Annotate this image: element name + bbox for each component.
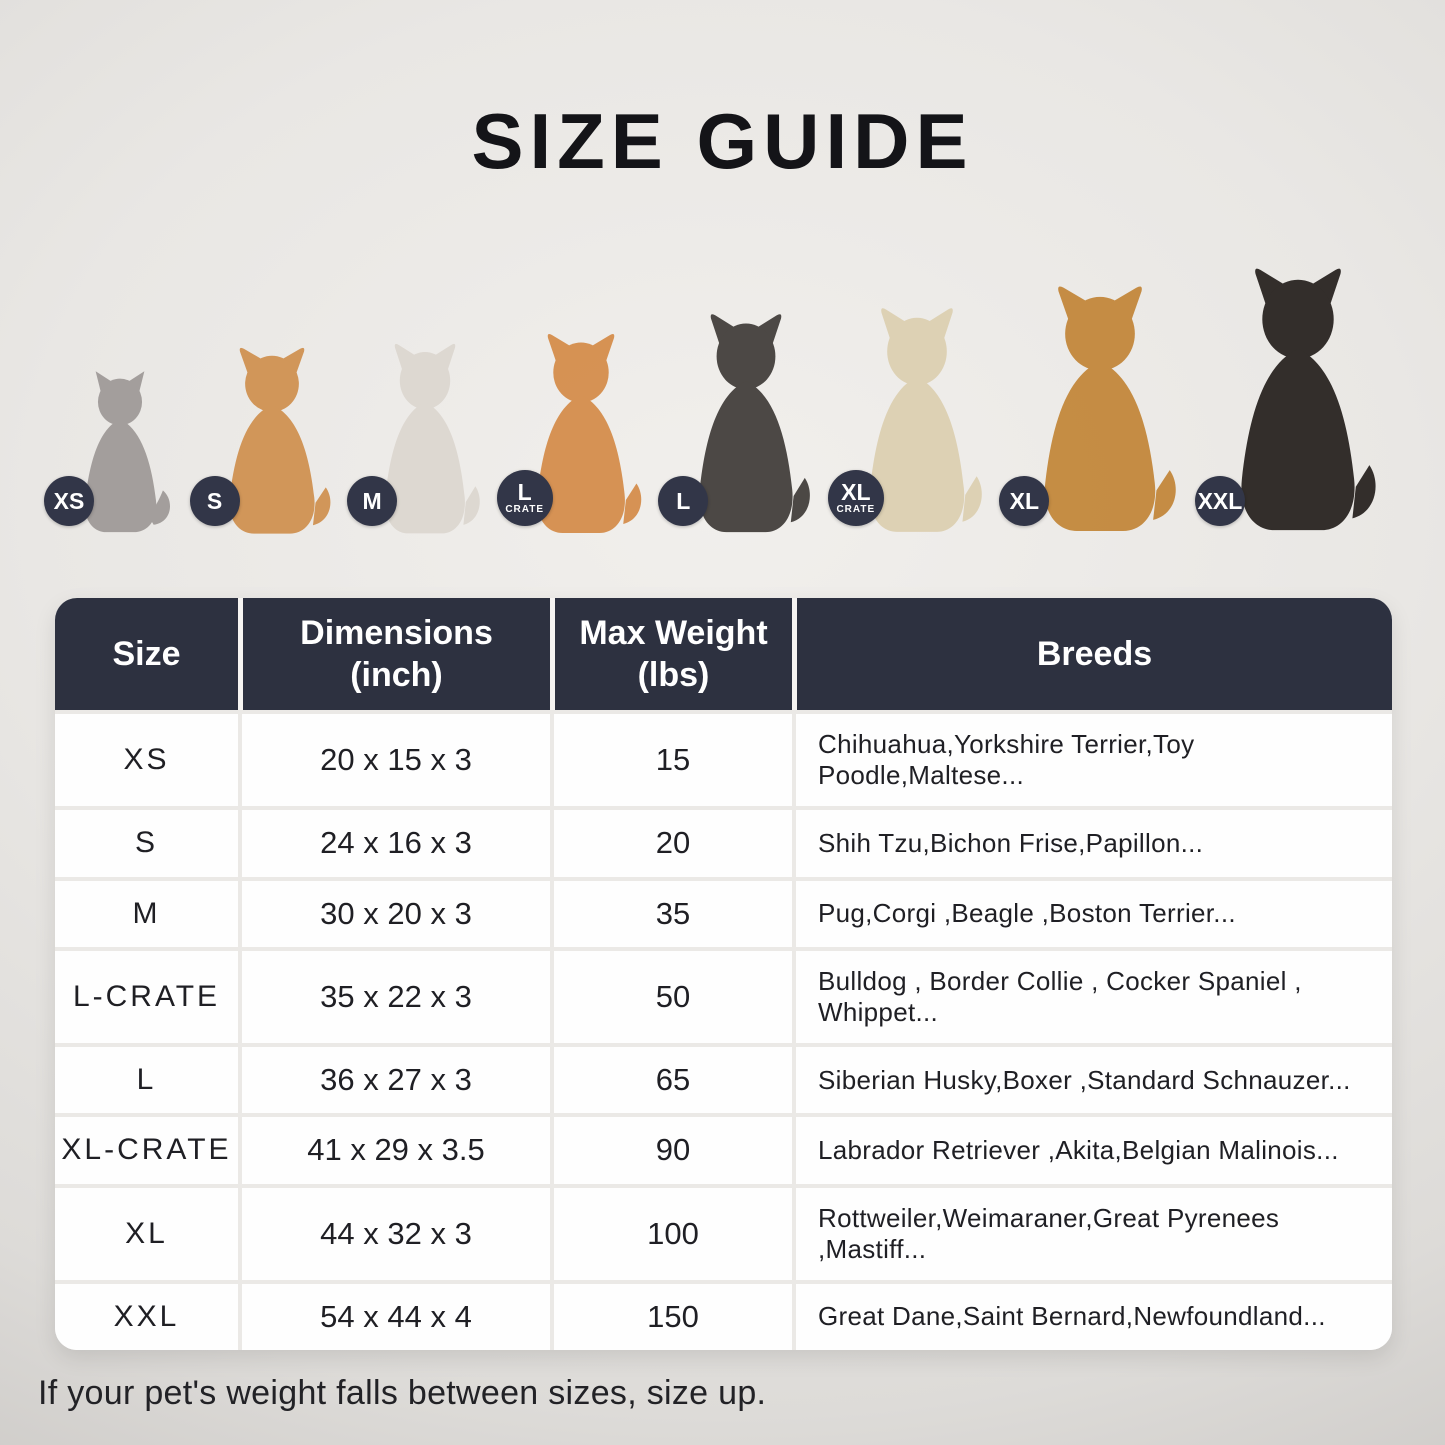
animal-golden-retriever: XL bbox=[999, 284, 1183, 542]
cell-wt: 20 bbox=[550, 810, 792, 877]
size-badge-l-crate: L CRATE bbox=[496, 470, 553, 526]
cell-breeds: Shih Tzu,Bichon Frise,Papillon... bbox=[792, 810, 1392, 877]
table-row: XS 20 x 15 x 3 15 Chihuahua,Yorkshire Terri… bbox=[55, 710, 1392, 807]
header-size: Size bbox=[55, 598, 238, 710]
cell-breeds: Chihuahua,Yorkshire Terrier,Toy Poodle,M… bbox=[792, 714, 1392, 807]
header-max-weight: Max Weight (lbs) bbox=[550, 598, 792, 710]
table-row: XL-CRATE 41 x 29 x 3.5 90 Labrador Retrieve… bbox=[55, 1113, 1392, 1184]
size-badge-l: L bbox=[658, 476, 709, 526]
cell-size: L bbox=[55, 1047, 238, 1114]
size-badge-xxl: XXL bbox=[1194, 476, 1245, 526]
cell-dims: 41 x 29 x 3.5 bbox=[238, 1117, 550, 1184]
cell-size: S bbox=[55, 810, 238, 877]
size-badge-xs: XS bbox=[44, 476, 94, 526]
cell-breeds: Siberian Husky,Boxer ,Standard Schnauzer… bbox=[792, 1047, 1392, 1114]
page-title: SIZE GUIDE bbox=[471, 97, 974, 185]
animal-labrador: XL CRATE bbox=[827, 306, 988, 542]
size-badge-m: M bbox=[347, 476, 398, 526]
size-badge-xl: XL bbox=[999, 476, 1050, 526]
size-badge-xl-crate: XL CRATE bbox=[827, 470, 884, 526]
table-header: Size Dimensions (inch) Max Weight (lbs) Br… bbox=[55, 598, 1392, 710]
cell-dims: 30 x 20 x 3 bbox=[238, 880, 550, 947]
size-table: Size Dimensions (inch) Max Weight (lbs) Br… bbox=[55, 598, 1392, 1350]
animal-doberman: XXL bbox=[1194, 266, 1383, 542]
table-row: S 24 x 16 x 3 20 Shih Tzu,Bichon Frise,Papi… bbox=[55, 806, 1392, 877]
cell-wt: 15 bbox=[550, 714, 792, 807]
animal-shiba-inu: L CRATE bbox=[496, 332, 647, 542]
header-dimensions: Dimensions (inch) bbox=[238, 598, 550, 710]
cell-wt: 35 bbox=[550, 880, 792, 947]
cell-wt: 90 bbox=[550, 1117, 792, 1184]
table-body: XS 20 x 15 x 3 15 Chihuahua,Yorkshire Terri… bbox=[55, 710, 1392, 1350]
cell-size: M bbox=[55, 880, 238, 947]
cell-dims: 35 x 22 x 3 bbox=[238, 950, 550, 1043]
table-row: XL 44 x 32 x 3 100 Rottweiler,Weimaraner,Gr… bbox=[55, 1183, 1392, 1280]
cell-breeds: Labrador Retriever ,Akita,Belgian Malino… bbox=[792, 1117, 1392, 1184]
cell-wt: 65 bbox=[550, 1047, 792, 1114]
cell-wt: 100 bbox=[550, 1187, 792, 1280]
cell-dims: 20 x 15 x 3 bbox=[238, 714, 550, 807]
table-row: M 30 x 20 x 3 35 Pug,Corgi ,Beagle ,Boston … bbox=[55, 876, 1392, 947]
animal-cat: XS bbox=[44, 370, 178, 542]
sizing-note: If your pet's weight falls between sizes… bbox=[38, 1374, 767, 1412]
cell-dims: 24 x 16 x 3 bbox=[238, 810, 550, 877]
cell-dims: 36 x 27 x 3 bbox=[238, 1047, 550, 1114]
table-row: XXL 54 x 44 x 4 150 Great Dane,Saint Bernar… bbox=[55, 1279, 1392, 1350]
cell-dims: 44 x 32 x 3 bbox=[238, 1187, 550, 1280]
cell-breeds: Great Dane,Saint Bernard,Newfoundland... bbox=[792, 1283, 1392, 1350]
cell-size: XL-CRATE bbox=[55, 1117, 238, 1184]
cell-breeds: Bulldog , Border Collie , Cocker Spaniel… bbox=[792, 950, 1392, 1043]
animal-border-collie: L bbox=[658, 312, 816, 542]
cell-dims: 54 x 44 x 4 bbox=[238, 1283, 550, 1350]
cell-size: XS bbox=[55, 714, 238, 807]
animals-row: XS S M L CRATE L XL CRATE XL XXL bbox=[44, 250, 1383, 542]
table-row: L-CRATE 35 x 22 x 3 50 Bulldog , Border Col… bbox=[55, 946, 1392, 1043]
cell-breeds: Pug,Corgi ,Beagle ,Boston Terrier... bbox=[792, 880, 1392, 947]
cell-size: L-CRATE bbox=[55, 950, 238, 1043]
cell-wt: 50 bbox=[550, 950, 792, 1043]
table-row: L 36 x 27 x 3 65 Siberian Husky,Boxer ,Stan… bbox=[55, 1043, 1392, 1114]
size-badge-s: S bbox=[189, 476, 240, 526]
animal-french-bulldog: M bbox=[347, 342, 485, 542]
cell-size: XL bbox=[55, 1187, 238, 1280]
cell-wt: 150 bbox=[550, 1283, 792, 1350]
header-breeds: Breeds bbox=[792, 598, 1392, 710]
cell-size: XXL bbox=[55, 1283, 238, 1350]
cell-breeds: Rottweiler,Weimaraner,Great Pyrenees ,Ma… bbox=[792, 1187, 1392, 1280]
animal-pomeranian: S bbox=[189, 346, 336, 542]
